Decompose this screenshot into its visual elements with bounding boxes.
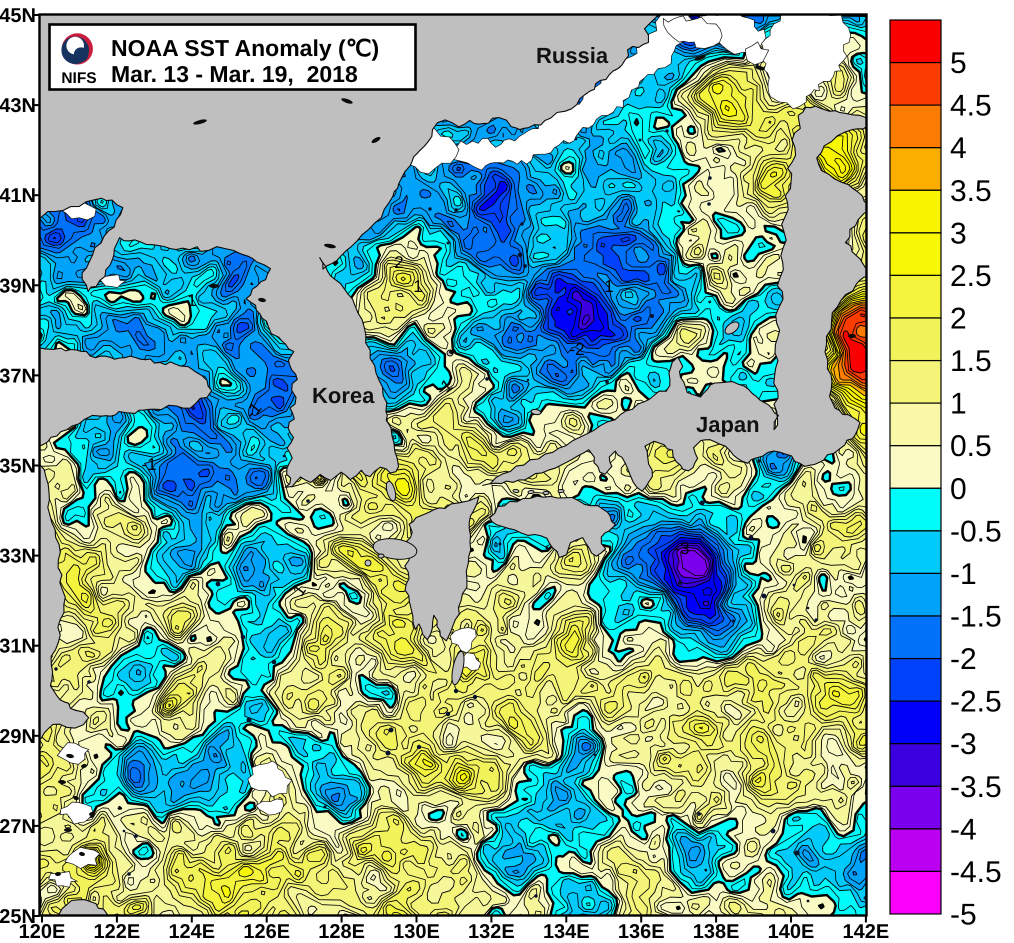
svg-text:-1: -1 xyxy=(181,291,196,310)
svg-text:134E: 134E xyxy=(543,921,590,943)
svg-text:140E: 140E xyxy=(768,921,815,943)
svg-text:128E: 128E xyxy=(318,921,365,943)
svg-text:4: 4 xyxy=(950,132,967,165)
svg-text:138E: 138E xyxy=(693,921,740,943)
svg-text:132E: 132E xyxy=(468,921,515,943)
svg-text:136E: 136E xyxy=(618,921,665,943)
svg-text:NOAA SST Anomaly (℃): NOAA SST Anomaly (℃) xyxy=(111,35,379,61)
svg-text:5: 5 xyxy=(950,47,967,80)
svg-text:2: 2 xyxy=(950,303,967,336)
svg-text:1.5: 1.5 xyxy=(950,345,992,378)
svg-text:-2: -2 xyxy=(950,643,977,676)
svg-text:3.5: 3.5 xyxy=(950,175,992,208)
svg-text:142E: 142E xyxy=(843,921,890,943)
svg-text:29N: 29N xyxy=(0,726,36,748)
svg-text:-1: -1 xyxy=(141,455,156,474)
svg-text:35N: 35N xyxy=(0,456,36,478)
svg-text:45N: 45N xyxy=(0,5,36,27)
svg-text:130E: 130E xyxy=(393,921,440,943)
svg-text:0.5: 0.5 xyxy=(950,430,992,463)
svg-text:-2: -2 xyxy=(569,340,584,359)
svg-text:1: 1 xyxy=(950,388,967,421)
svg-text:39N: 39N xyxy=(0,275,36,297)
svg-text:31N: 31N xyxy=(0,636,36,658)
svg-text:Japan: Japan xyxy=(696,412,760,437)
svg-text:NIFS: NIFS xyxy=(61,70,96,87)
svg-text:-1: -1 xyxy=(950,558,977,591)
svg-text:122E: 122E xyxy=(94,921,141,943)
svg-text:120E: 120E xyxy=(19,921,66,943)
svg-text:-3.5: -3.5 xyxy=(950,771,1002,804)
svg-text:3: 3 xyxy=(950,217,967,250)
svg-text:-1.5: -1.5 xyxy=(950,601,1002,634)
svg-text:-4.5: -4.5 xyxy=(950,856,1002,889)
svg-text:4.5: 4.5 xyxy=(950,90,992,123)
svg-text:2: 2 xyxy=(394,253,403,272)
svg-text:27N: 27N xyxy=(0,816,36,838)
svg-text:124E: 124E xyxy=(168,921,215,943)
svg-text:-3: -3 xyxy=(950,728,977,761)
svg-text:-0.5: -0.5 xyxy=(950,515,1002,548)
svg-text:1: 1 xyxy=(413,277,422,296)
svg-text:41N: 41N xyxy=(0,185,36,207)
svg-text:25N: 25N xyxy=(0,906,36,928)
svg-text:-2.5: -2.5 xyxy=(950,686,1002,719)
svg-text:Korea: Korea xyxy=(312,383,375,408)
svg-text:-3: -3 xyxy=(674,539,689,558)
svg-text:1: 1 xyxy=(604,277,613,296)
svg-text:37N: 37N xyxy=(0,365,36,387)
svg-text:0: 0 xyxy=(950,473,967,506)
svg-text:-4: -4 xyxy=(950,813,977,846)
svg-text:Mar. 13 - Mar. 19, 2018: Mar. 13 - Mar. 19, 2018 xyxy=(111,61,358,87)
svg-text:2.5: 2.5 xyxy=(950,260,992,293)
svg-text:-5: -5 xyxy=(950,899,977,932)
svg-text:126E: 126E xyxy=(243,921,290,943)
svg-text:43N: 43N xyxy=(0,95,36,117)
svg-text:33N: 33N xyxy=(0,546,36,568)
svg-text:Russia: Russia xyxy=(536,43,609,68)
